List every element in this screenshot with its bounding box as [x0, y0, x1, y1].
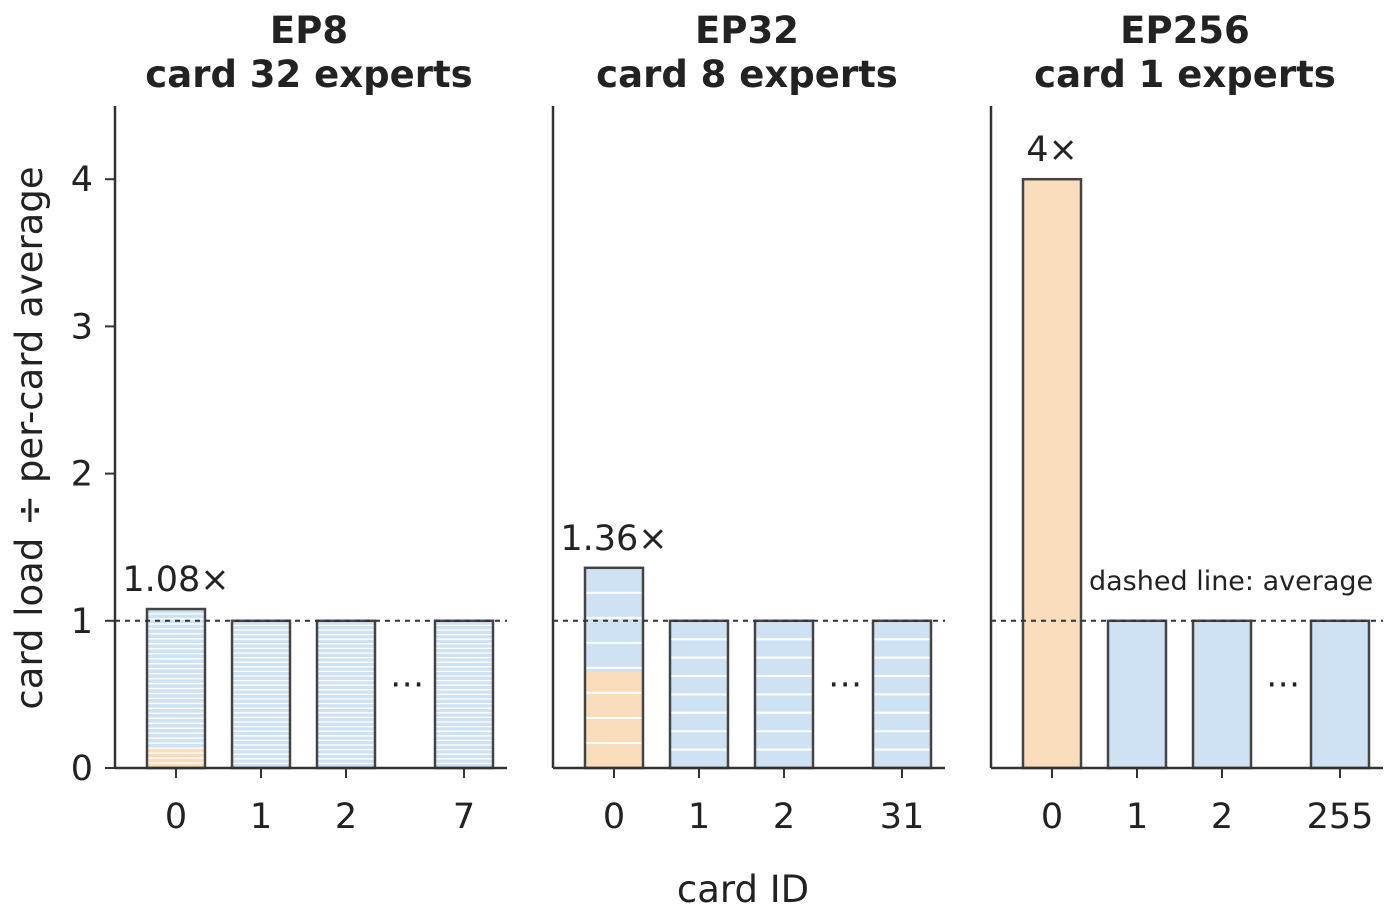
- x-tick-label: 2: [1211, 797, 1233, 837]
- ellipsis-marker: ⋯: [390, 664, 424, 704]
- ellipsis-marker: ⋯: [1266, 664, 1300, 704]
- x-tick-label: 0: [1041, 797, 1063, 837]
- bar-hot-portion: [1023, 179, 1081, 768]
- x-tick-label: 7: [453, 797, 475, 837]
- x-tick-label: 255: [1307, 797, 1374, 837]
- bar-fill: [1311, 620, 1369, 768]
- x-tick-label: 1: [250, 797, 272, 837]
- x-tick-label: 31: [880, 797, 925, 837]
- x-tick-label: 2: [335, 797, 357, 837]
- y-tick-label: 1: [71, 602, 93, 642]
- x-tick-label: 0: [165, 797, 187, 837]
- ellipsis-marker: ⋯: [828, 664, 862, 704]
- panel-title: EP256 card 1 experts: [1034, 9, 1336, 96]
- x-tick-label: 1: [688, 797, 710, 837]
- bar-fill: [1193, 620, 1251, 768]
- panel-title: EP32 card 8 experts: [596, 9, 898, 96]
- bar-value-label: 4×: [1026, 130, 1078, 170]
- y-tick-label: 0: [71, 749, 93, 789]
- panel-2: EP256 card 1 experts 0 1 2 255 ⋯ 4× dashed line:…: [989, 9, 1383, 837]
- y-tick-label: 3: [71, 307, 93, 347]
- bar-value-label: 1.36×: [560, 519, 667, 559]
- panel-title-line: card 32 experts: [145, 53, 472, 96]
- y-tick-label: 4: [71, 160, 93, 200]
- panel-title-line: EP8: [270, 9, 348, 52]
- panel-title: EP8 card 32 experts: [145, 9, 472, 96]
- average-line-annotation: dashed line: average: [1089, 566, 1373, 597]
- panel-title-line: EP32: [695, 9, 799, 52]
- x-tick-label: 1: [1126, 797, 1148, 837]
- panel-0: EP8 card 32 experts 0 1 2 7 ⋯ 1.08× 0 1 2 3 4: [71, 9, 507, 837]
- bar-value-label: 1.08×: [122, 560, 229, 600]
- x-tick-label: 2: [773, 797, 795, 837]
- panel-title-line: card 8 experts: [596, 53, 898, 96]
- y-axis-label: card load ÷ per-card average: [8, 166, 51, 709]
- bar-hot-portion: [585, 671, 643, 768]
- x-tick-label: 0: [603, 797, 625, 837]
- x-axis-label: card ID: [677, 868, 809, 911]
- bar-fill: [1108, 620, 1166, 768]
- y-tick-label: 2: [71, 455, 93, 495]
- panel-title-line: EP256: [1120, 9, 1250, 52]
- panel-title-line: card 1 experts: [1034, 53, 1336, 96]
- panel-1: EP32 card 8 experts 0 1 2 31 ⋯ 1.36×: [551, 9, 945, 837]
